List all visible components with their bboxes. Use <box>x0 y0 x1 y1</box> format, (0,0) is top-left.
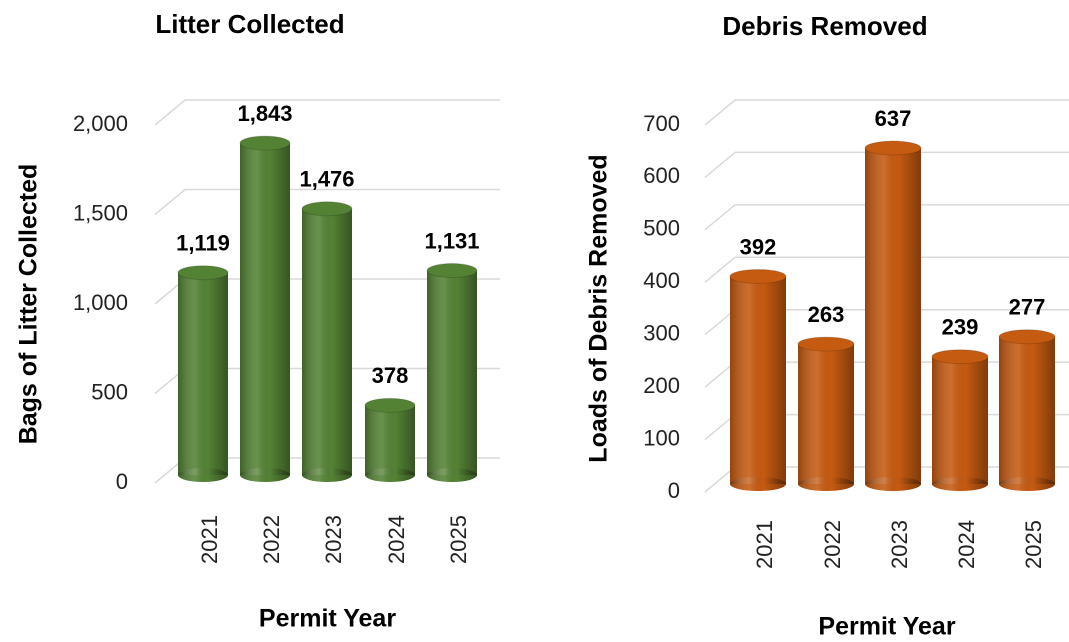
bar-shading <box>178 272 228 475</box>
bar-shading <box>798 477 854 491</box>
bar-shading <box>798 344 854 484</box>
y-tick-label: 1,000 <box>73 290 128 315</box>
y-tick-label: 700 <box>643 111 680 136</box>
chart-title: Debris Removed <box>722 11 927 41</box>
grid-line <box>704 204 1069 231</box>
x-tick-label: 2022 <box>820 520 845 569</box>
x-tick-label: 2024 <box>384 515 409 564</box>
bar-shading <box>865 148 921 484</box>
grid-line <box>154 188 500 216</box>
bar-shading <box>730 276 786 484</box>
y-tick-label: 2,000 <box>73 111 128 136</box>
bar-top <box>998 329 1056 345</box>
x-axis-title: Permit Year <box>259 605 396 633</box>
x-tick-label: 2024 <box>954 520 979 569</box>
bar-top <box>797 336 855 352</box>
y-tick-label: 1,500 <box>73 200 128 225</box>
bar-shading <box>302 468 352 482</box>
grid-line <box>704 256 1069 283</box>
data-label: 1,476 <box>299 167 354 192</box>
bar-shading <box>932 356 988 484</box>
bar-top <box>931 349 989 365</box>
data-label: 378 <box>372 363 409 388</box>
bar-shading <box>178 468 228 482</box>
bar-shading <box>427 468 477 482</box>
bar-shading <box>999 477 1055 491</box>
y-tick-label: 400 <box>643 268 680 293</box>
bar-top <box>177 265 229 281</box>
data-label: 239 <box>942 315 979 340</box>
y-tick-label: 600 <box>643 163 680 188</box>
bar-top <box>426 263 478 279</box>
bar-shading <box>240 143 290 475</box>
y-tick-label: 0 <box>668 478 680 503</box>
bar-shading <box>730 477 786 491</box>
x-tick-label: 2022 <box>259 515 284 564</box>
y-tick-label: 500 <box>643 216 680 241</box>
y-axis-title: Loads of Debris Removed <box>585 154 613 462</box>
grid-line <box>704 151 1069 179</box>
y-tick-label: 500 <box>91 379 128 404</box>
data-label: 637 <box>875 106 912 131</box>
x-tick-label: 2025 <box>1021 520 1046 569</box>
y-tick-label: 100 <box>643 425 680 450</box>
y-tick-label: 0 <box>116 469 128 494</box>
bar-shading <box>999 336 1055 484</box>
bar-shading <box>932 477 988 491</box>
x-tick-label: 2023 <box>321 515 346 564</box>
bar-shading <box>865 477 921 491</box>
bar-shading <box>302 208 352 475</box>
data-label: 392 <box>740 234 777 259</box>
bar-shading <box>240 468 290 482</box>
chart-title: Litter Collected <box>155 9 344 39</box>
y-axis-title: Bags of Litter Collected <box>15 164 43 445</box>
y-tick-label: 200 <box>643 373 680 398</box>
bar-shading <box>365 468 415 482</box>
x-tick-label: 2021 <box>197 515 222 564</box>
y-tick-label: 300 <box>643 321 680 346</box>
grid-line <box>704 99 1069 126</box>
bar-top <box>239 135 291 151</box>
bar-top <box>864 140 922 156</box>
data-label: 1,119 <box>176 231 230 256</box>
x-tick-label: 2021 <box>752 520 777 569</box>
data-label: 277 <box>1009 295 1046 320</box>
grid-line <box>154 99 500 126</box>
x-axis-title: Permit Year <box>818 613 955 641</box>
data-label: 1,843 <box>237 101 292 126</box>
bar-shading <box>427 270 477 475</box>
data-label: 263 <box>808 302 845 327</box>
bar-top <box>301 201 353 217</box>
x-tick-label: 2023 <box>887 520 912 569</box>
x-tick-label: 2025 <box>446 515 471 564</box>
data-label: 1,131 <box>424 228 479 253</box>
bar-shading <box>365 405 415 475</box>
bar-top <box>729 268 787 284</box>
bar-top <box>364 397 416 413</box>
